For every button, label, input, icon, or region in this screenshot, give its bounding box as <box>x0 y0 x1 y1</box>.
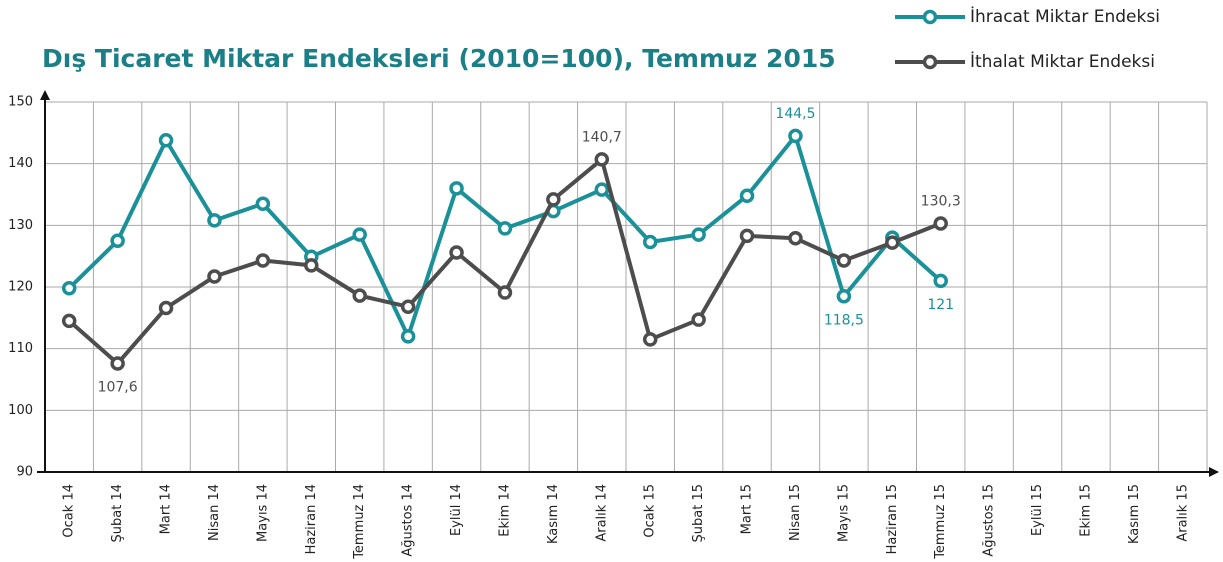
series-marker <box>61 280 77 296</box>
y-tick-label: 120 <box>8 280 33 295</box>
x-tick-label: Aralık 14 <box>594 484 609 542</box>
series-marker <box>255 196 271 211</box>
x-tick-label: Şubat 14 <box>110 484 125 542</box>
x-tick-label: Haziran 14 <box>304 484 319 554</box>
x-tick-label: Ağustos 15 <box>982 484 997 557</box>
series-marker <box>642 332 658 347</box>
y-tick-label: 90 <box>16 465 33 480</box>
y-tick-label: 140 <box>8 156 33 171</box>
series-marker <box>739 188 755 203</box>
series-marker <box>110 356 125 371</box>
series-marker <box>352 227 367 242</box>
data-label: 121 <box>927 297 954 313</box>
data-label: 107,6 <box>98 379 138 395</box>
series-marker <box>788 231 803 246</box>
y-tick-label: 130 <box>8 218 33 233</box>
series-marker <box>836 289 852 304</box>
series-marker <box>546 192 561 207</box>
series-marker <box>400 329 416 344</box>
series-marker <box>788 128 803 144</box>
y-tick-label: 110 <box>8 341 33 356</box>
x-tick-label: Kasım 15 <box>1127 484 1142 544</box>
series-marker <box>691 312 706 327</box>
series-marker <box>207 213 222 228</box>
series-marker <box>449 245 464 260</box>
x-tick-label: Ocak 14 <box>62 484 77 538</box>
series-marker <box>304 258 319 273</box>
x-tick-label: Nisan 15 <box>788 484 803 541</box>
x-tick-label: Şubat 15 <box>691 484 706 542</box>
x-tick-label: Kasım 14 <box>546 484 561 544</box>
x-tick-label: Eylül 15 <box>1030 484 1045 536</box>
y-tick-label: 100 <box>8 403 33 418</box>
x-tick-label: Haziran 15 <box>885 484 900 554</box>
series-marker <box>594 152 610 167</box>
x-tick-label: Ocak 15 <box>643 484 658 538</box>
x-tick-label: Nisan 14 <box>207 484 222 541</box>
series-marker <box>836 253 852 268</box>
y-tick-label: 150 <box>8 95 33 110</box>
data-label: 144,5 <box>775 106 815 122</box>
series-marker <box>207 269 222 284</box>
series-marker <box>594 182 610 197</box>
y-axis-arrow <box>40 90 50 100</box>
legend-label: İthalat Miktar Endeksi <box>970 51 1155 72</box>
series-marker <box>739 228 755 244</box>
series-marker <box>497 221 513 236</box>
x-tick-label: Mayıs 14 <box>255 484 270 542</box>
series-marker <box>158 300 174 316</box>
series-marker <box>352 288 367 303</box>
series-marker <box>400 299 416 314</box>
x-axis-arrow <box>1209 467 1219 477</box>
legend-label: İhracat Miktar Endeksi <box>970 6 1160 27</box>
x-tick-label: Eylül 14 <box>449 484 464 536</box>
x-tick-label: Ekim 15 <box>1078 484 1093 537</box>
x-tick-label: Ağustos 14 <box>401 484 416 557</box>
legend-marker <box>922 9 938 25</box>
data-label: 130,3 <box>921 193 961 209</box>
x-tick-label: Aralık 15 <box>1175 484 1190 542</box>
x-tick-label: Temmuz 14 <box>352 484 367 560</box>
series-marker <box>933 216 948 231</box>
data-label: 118,5 <box>824 312 864 328</box>
series-marker <box>158 132 174 148</box>
legend-marker <box>922 54 938 70</box>
series-line <box>67 133 943 339</box>
x-tick-label: Mayıs 15 <box>836 484 851 542</box>
chart-title: Dış Ticaret Miktar Endeksleri (2010=100)… <box>42 44 836 73</box>
series-marker <box>255 253 271 268</box>
series-marker <box>691 227 706 242</box>
series-marker <box>933 273 948 289</box>
series-marker <box>642 234 658 250</box>
series-marker <box>885 235 900 250</box>
series-marker <box>61 313 77 329</box>
series-marker <box>110 233 125 248</box>
series-marker <box>497 285 513 300</box>
series-marker <box>449 181 464 196</box>
data-label: 140,7 <box>582 129 622 145</box>
x-tick-label: Mart 14 <box>159 484 174 534</box>
x-tick-label: Ekim 14 <box>497 484 512 537</box>
x-tick-label: Temmuz 15 <box>933 484 948 560</box>
x-tick-label: Mart 15 <box>740 484 755 534</box>
